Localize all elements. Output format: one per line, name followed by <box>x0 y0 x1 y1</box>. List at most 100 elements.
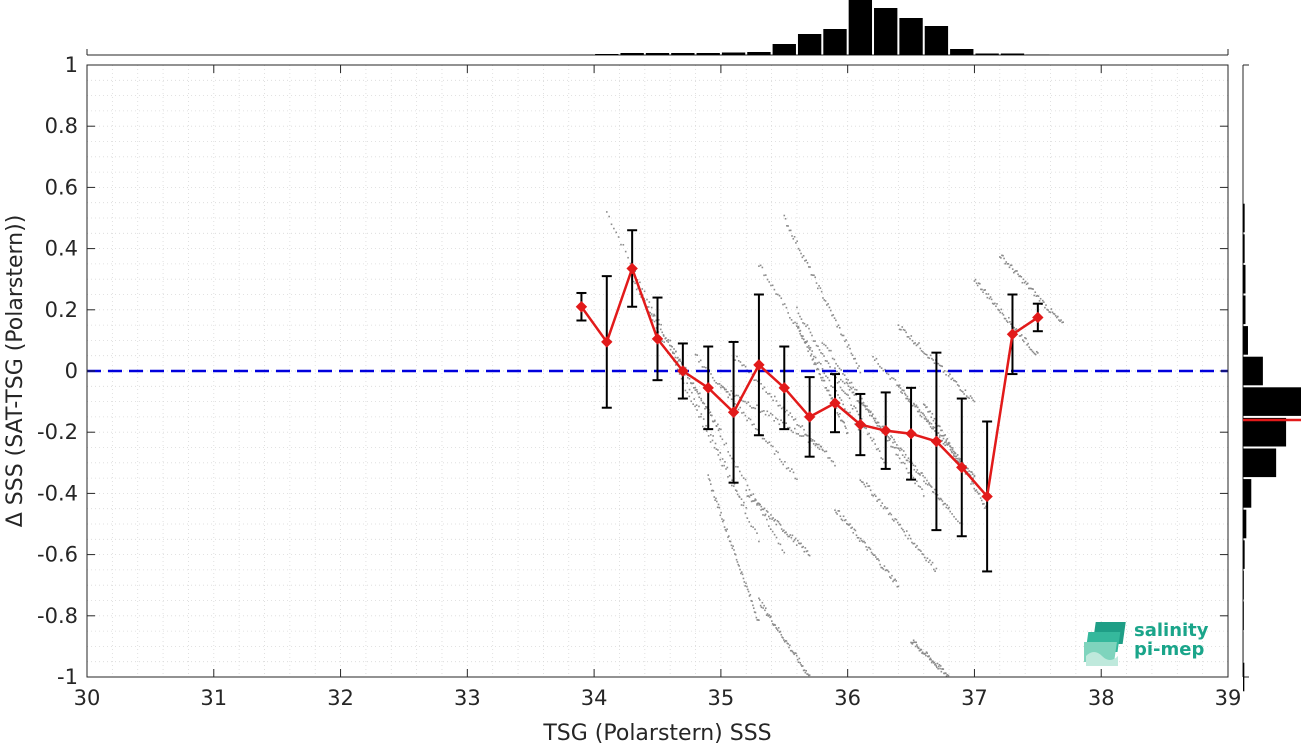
scatter-point <box>678 373 681 375</box>
scatter-point <box>780 297 783 300</box>
scatter-point <box>818 349 821 351</box>
top-histogram-bar <box>848 0 873 55</box>
scatter-point <box>932 426 934 428</box>
scatter-point <box>911 643 914 645</box>
scatter-point <box>876 500 878 502</box>
scatter-point <box>1024 280 1027 283</box>
scatter-point <box>999 256 1001 258</box>
scatter-point <box>763 386 766 389</box>
scatter-point <box>786 409 788 412</box>
scatter-point <box>717 423 719 426</box>
scatter-point <box>792 322 795 324</box>
scatter-point <box>916 480 918 483</box>
scatter-point <box>698 405 700 408</box>
scatter-point <box>1046 308 1048 311</box>
scatter-point <box>790 649 793 652</box>
scatter-point <box>900 391 902 393</box>
top-histogram-bar <box>823 29 847 55</box>
scatter-point <box>911 462 914 465</box>
scatter-point <box>672 352 674 355</box>
scatter-point <box>863 404 865 407</box>
scatter-point <box>1026 344 1028 346</box>
scatter-point <box>686 382 688 385</box>
scatter-point <box>800 663 802 666</box>
scatter-point <box>938 364 941 367</box>
scatter-point <box>930 486 933 488</box>
scatter-point <box>988 297 991 300</box>
scatter-point <box>960 390 963 392</box>
scatter-point <box>714 442 717 445</box>
scatter-point <box>940 365 942 367</box>
scatter-point <box>854 529 857 532</box>
scatter-point <box>826 347 829 349</box>
scatter-point <box>723 388 726 391</box>
scatter-point <box>733 395 736 397</box>
scatter-point <box>705 366 707 369</box>
scatter-point <box>756 504 758 506</box>
scatter-point <box>761 437 764 440</box>
scatter-point <box>972 399 974 402</box>
scatter-point <box>710 489 713 492</box>
logo-text-salinity: salinity <box>1134 620 1209 641</box>
scatter-point <box>974 490 977 492</box>
scatter-point <box>818 448 821 450</box>
scatter-point <box>787 225 789 227</box>
scatter-point <box>847 344 850 346</box>
scatter-point <box>676 357 679 359</box>
scatter-point <box>668 344 671 347</box>
scatter-point <box>692 382 695 385</box>
scatter-point <box>605 211 608 213</box>
scatter-point <box>800 334 803 337</box>
scatter-point <box>920 350 923 352</box>
scatter-point <box>790 536 793 539</box>
scatter-point <box>925 353 928 356</box>
scatter-point <box>684 366 687 369</box>
scatter-point <box>830 460 833 462</box>
scatter-point <box>855 389 858 391</box>
scatter-point <box>797 327 799 329</box>
scatter-point <box>924 353 927 356</box>
scatter-point <box>943 434 945 437</box>
scatter-point <box>802 435 805 437</box>
y-tick-label: -0.4 <box>37 481 78 505</box>
scatter-point <box>726 528 728 531</box>
scatter-point <box>925 482 927 485</box>
scatter-point <box>746 484 749 487</box>
scatter-point <box>928 658 931 661</box>
scatter-point <box>1014 328 1017 331</box>
scatter-point <box>924 652 927 655</box>
scatter-point <box>1016 270 1018 272</box>
scatter-point <box>766 442 769 444</box>
scatter-point <box>804 260 806 262</box>
scatter-point <box>955 457 957 460</box>
scatter-point <box>851 354 854 357</box>
scatter-point <box>887 373 890 376</box>
scatter-point <box>875 556 877 558</box>
scatter-point <box>749 405 751 407</box>
scatter-point <box>774 395 776 398</box>
scatter-point <box>760 505 763 508</box>
scatter-point <box>836 412 839 414</box>
scatter-point <box>713 379 716 382</box>
scatter-point <box>841 380 844 383</box>
scatter-point <box>766 613 769 615</box>
scatter-point <box>814 444 817 447</box>
scatter-point <box>923 414 925 416</box>
scatter-point <box>1028 346 1031 349</box>
scatter-point <box>933 488 936 491</box>
right-histogram-bar <box>1243 662 1245 692</box>
scatter-point <box>1035 350 1038 353</box>
scatter-point <box>789 412 792 414</box>
scatter-point <box>944 434 947 436</box>
scatter-point <box>699 359 702 362</box>
scatter-point <box>840 518 843 521</box>
scatter-point <box>745 507 748 509</box>
scatter-point <box>971 481 973 483</box>
scatter-point <box>921 651 924 654</box>
scatter-point <box>709 434 712 436</box>
scatter-point <box>721 464 723 467</box>
scatter-point <box>680 361 683 364</box>
scatter-point <box>910 335 913 337</box>
scatter-point <box>950 378 953 381</box>
scatter-point <box>652 315 655 317</box>
